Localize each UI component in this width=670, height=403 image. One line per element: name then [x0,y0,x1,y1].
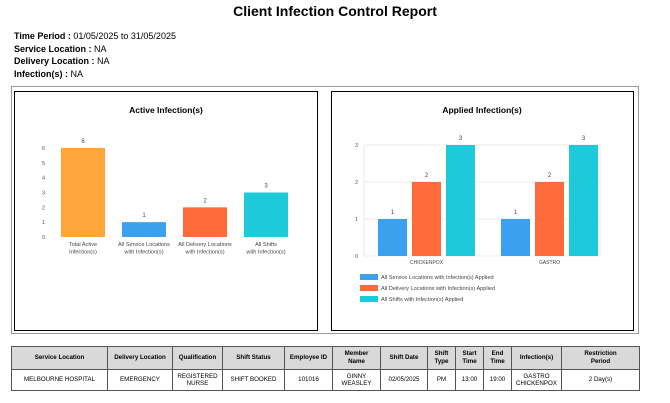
data-label: 1 [514,210,518,216]
bar [412,182,441,256]
filter-label: Service Location : [14,43,92,54]
legend-label: All Delivery Locations with Infection(s)… [381,286,495,292]
y-tick-label: 1 [355,217,358,223]
table-cell: PM [427,369,456,391]
filter-line: Infection(s) : NA [14,68,176,81]
x-tick-label: with Infection(s) [123,250,163,256]
table-cell: 2 Day(s) [561,369,640,391]
bar [122,222,166,237]
bar [446,145,475,256]
filter-label: Time Period : [14,31,71,41]
table-row: MELBOURNE HOSPITAL EMERGENCY REGISTERED NUR… [11,369,640,391]
bar [535,182,564,256]
y-tick-label: 4 [42,176,45,182]
y-tick-label: 3 [355,143,358,149]
column-header: Restriction Period [561,346,640,370]
column-header: Service Location [11,346,108,370]
filter-value: NA [91,43,107,54]
bar [244,192,288,237]
report-table: Service Location Delivery Location Qualifi… [11,346,640,391]
report-title: Client Infection Control Report [233,3,437,19]
column-header: Infection(s) [511,346,562,370]
x-tick-label: CHICKENPOX [410,260,444,266]
active-infections-chart: Active Infection(s) 0 1 2 3 4 5 6 6 Total Active I… [42,105,288,256]
table-cell: MELBOURNE HOSPITAL [11,369,108,391]
bar [569,145,598,256]
column-header: Start Time [455,346,484,370]
bar [378,219,407,256]
x-tick-label: Total Active [69,242,97,248]
data-label: 2 [203,198,207,204]
charts-container [11,86,639,334]
x-tick-label: with Infection(s) [245,250,285,256]
table-body: MELBOURNE HOSPITAL EMERGENCY REGISTERED NUR… [11,369,640,391]
table-cell: 19:00 [483,369,512,391]
column-header: End Time [483,346,512,370]
table-cell: REGISTERED NURSE [172,369,223,391]
table-cell: 101016 [284,369,333,391]
column-header: Shift Type [427,346,456,370]
data-label: 6 [81,139,85,145]
y-tick-label: 5 [42,161,45,167]
y-tick-label: 0 [355,254,358,260]
column-header: Employee ID [284,346,333,370]
chart-title: Applied Infection(s) [442,105,522,115]
legend-swatch [360,296,378,302]
filter-value: NA [68,68,84,79]
y-tick-label: 3 [42,191,45,197]
applied-infections-panel: Applied Infection(s) 0 1 2 3 1 2 3 CHICKENPOX 1 2 3… [331,91,634,331]
filter-line: Service Location : NA [14,43,176,56]
x-tick-label: All Shifts [255,242,277,248]
x-tick-label: GASTRO [539,260,560,266]
table-header-row: Service Location Delivery Location Qualifi… [11,346,640,370]
legend-label: All Shifts with Infection(s) Applied [381,297,463,303]
data-label: 2 [548,173,552,179]
bar [183,207,227,237]
bar [61,148,105,237]
applied-infections-chart: Applied Infection(s) 0 1 2 3 1 2 3 CHICKENPOX 1 2 3… [355,105,601,303]
legend-swatch [360,274,378,280]
table-cell: EMERGENCY [107,369,173,391]
data-label: 2 [425,173,429,179]
y-tick-label: 2 [42,205,45,211]
y-tick-label: 1 [42,220,45,226]
x-tick-label: Infection(s) [69,250,97,256]
chart-title: Active Infection(s) [129,105,203,115]
legend-swatch [360,285,378,291]
data-label: 3 [459,136,463,142]
data-label: 1 [142,213,146,219]
filter-line: Time Period : 01/05/2025 to 31/05/2025 [14,30,176,43]
table-cell: GASTRO CHICKENPOX [511,369,562,391]
filter-label: Delivery Location : [14,56,95,66]
filter-value: NA [94,56,110,66]
data-label: 3 [582,136,586,142]
table-cell: GINNY WEASLEY [332,369,381,391]
data-label: 1 [391,210,395,216]
column-header: Shift Date [380,346,428,370]
data-label: 3 [264,184,268,190]
column-header: Shift Status [222,346,285,370]
filter-label: Infection(s) : [14,68,68,79]
y-tick-label: 0 [42,235,45,241]
y-tick-label: 6 [42,146,45,152]
y-tick-label: 2 [355,180,358,186]
column-header: Member Name [332,346,381,370]
x-tick-label: with Infection(s) [184,250,224,256]
active-infections-panel: Active Infection(s) 0 1 2 3 4 5 6 6 Total Active I… [14,91,318,331]
bar [501,219,530,256]
x-tick-label: All Service Locations [118,242,170,248]
table-cell: SHIFT BOOKED [222,369,285,391]
report-filters: Time Period : 01/05/2025 to 31/05/2025 Se… [14,30,176,80]
column-header: Delivery Location [107,346,173,370]
filter-line: Delivery Location : NA [14,55,176,68]
table-cell: 13:00 [455,369,484,391]
table-cell: 02/05/2025 [380,369,428,391]
x-tick-label: All Delivery Locations [178,242,232,248]
filter-value: 01/05/2025 to 31/05/2025 [70,31,176,41]
legend-label: All Service Locations with Infection(s) … [381,275,494,281]
column-header: Qualification [172,346,223,370]
